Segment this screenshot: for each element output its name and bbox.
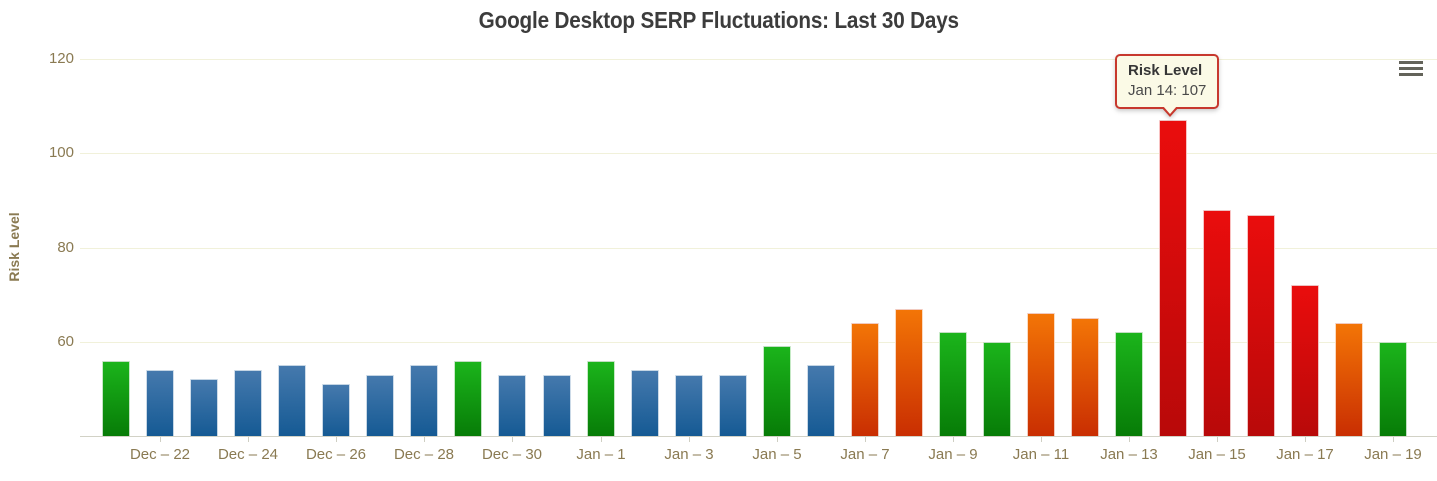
tooltip-value: Jan 14: 107 bbox=[1128, 82, 1207, 99]
x-tick-jan-13 bbox=[1129, 437, 1130, 442]
x-tick-jan-11 bbox=[1041, 437, 1042, 442]
y-axis-title: Risk Level bbox=[6, 212, 22, 282]
gridline-80 bbox=[80, 247, 1437, 249]
bar-dec-22[interactable] bbox=[146, 370, 174, 436]
x-tick-label-dec-24: Dec – 24 bbox=[217, 446, 279, 463]
x-tick-jan-17 bbox=[1305, 437, 1306, 442]
tooltip: Risk Level Jan 14: 107 bbox=[1115, 54, 1220, 117]
hamburger-menu-icon[interactable] bbox=[1399, 61, 1423, 78]
bar-jan-4[interactable] bbox=[719, 374, 747, 436]
x-tick-label-jan-7: Jan – 7 bbox=[840, 446, 890, 463]
x-tick-dec-22 bbox=[160, 437, 161, 442]
y-tick-label-60: 60 bbox=[57, 332, 74, 350]
x-tick-jan-1 bbox=[601, 437, 602, 442]
bar-jan-13[interactable] bbox=[1115, 332, 1143, 436]
bar-dec-26[interactable] bbox=[322, 384, 350, 436]
bar-jan-9[interactable] bbox=[939, 332, 967, 436]
gridline-100 bbox=[80, 153, 1437, 155]
x-tick-jan-7 bbox=[865, 437, 866, 442]
y-tick-label-120: 120 bbox=[48, 50, 74, 67]
x-tick-label-jan-9: Jan – 9 bbox=[928, 446, 978, 463]
x-tick-label-jan-19: Jan – 19 bbox=[1364, 446, 1422, 463]
x-tick-dec-28 bbox=[424, 437, 425, 442]
bar-jan-16[interactable] bbox=[1247, 214, 1275, 436]
x-tick-label-jan-11: Jan – 11 bbox=[1012, 446, 1070, 463]
x-tick-label-dec-26: Dec – 26 bbox=[305, 446, 367, 463]
bar-dec-24[interactable] bbox=[234, 370, 262, 436]
bar-dec-30[interactable] bbox=[498, 374, 526, 436]
x-tick-label-jan-15: Jan – 15 bbox=[1188, 446, 1246, 463]
y-tick-label-80: 80 bbox=[57, 238, 74, 256]
x-tick-label-jan-3: Jan – 3 bbox=[664, 446, 714, 463]
x-tick-label-jan-1: Jan – 1 bbox=[576, 446, 626, 463]
bar-dec-31[interactable] bbox=[543, 374, 571, 436]
bar-jan-19[interactable] bbox=[1379, 341, 1407, 436]
x-tick-jan-15 bbox=[1217, 437, 1218, 442]
gridline-60 bbox=[80, 341, 1437, 343]
bar-jan-11[interactable] bbox=[1027, 313, 1055, 436]
bar-dec-29[interactable] bbox=[454, 360, 482, 436]
x-tick-dec-26 bbox=[336, 437, 337, 442]
bar-jan-5[interactable] bbox=[763, 346, 791, 436]
x-tick-label-jan-5: Jan – 5 bbox=[752, 446, 802, 463]
x-tick-label-dec-28: Dec – 28 bbox=[393, 446, 455, 463]
y-tick-label-100: 100 bbox=[48, 144, 74, 162]
gridline-120 bbox=[80, 59, 1437, 60]
bar-jan-2[interactable] bbox=[631, 370, 659, 436]
x-tick-dec-30 bbox=[512, 437, 513, 442]
bar-dec-23[interactable] bbox=[190, 379, 218, 436]
bar-dec-27[interactable] bbox=[366, 374, 394, 436]
bar-jan-15[interactable] bbox=[1203, 209, 1231, 436]
x-tick-label-dec-30: Dec – 30 bbox=[481, 446, 543, 463]
x-tick-jan-9 bbox=[953, 437, 954, 442]
bar-jan-8[interactable] bbox=[895, 308, 923, 436]
chart-title: Google Desktop SERP Fluctuations: Last 3… bbox=[0, 7, 1437, 34]
x-tick-jan-19 bbox=[1393, 437, 1394, 442]
bar-jan-7[interactable] bbox=[851, 322, 879, 436]
x-tick-jan-3 bbox=[689, 437, 690, 442]
bar-jan-18[interactable] bbox=[1335, 322, 1363, 436]
x-tick-jan-5 bbox=[777, 437, 778, 442]
x-axis-line bbox=[80, 436, 1437, 437]
bar-jan-17[interactable] bbox=[1291, 285, 1319, 436]
bar-jan-10[interactable] bbox=[983, 341, 1011, 436]
bar-jan-14[interactable] bbox=[1159, 120, 1187, 436]
bar-dec-21[interactable] bbox=[102, 360, 130, 436]
bar-dec-28[interactable] bbox=[410, 365, 438, 436]
bar-dec-25[interactable] bbox=[278, 365, 306, 436]
tooltip-title: Risk Level bbox=[1128, 62, 1203, 79]
bar-jan-1[interactable] bbox=[587, 360, 615, 436]
x-tick-label-jan-13: Jan – 13 bbox=[1100, 446, 1158, 463]
bar-jan-6[interactable] bbox=[807, 365, 835, 436]
x-tick-label-jan-17: Jan – 17 bbox=[1276, 446, 1334, 463]
bar-jan-3[interactable] bbox=[675, 374, 703, 436]
bar-jan-12[interactable] bbox=[1071, 318, 1099, 436]
x-tick-dec-24 bbox=[248, 437, 249, 442]
x-tick-label-dec-22: Dec – 22 bbox=[129, 446, 191, 463]
chart-title-text: Google Desktop SERP Fluctuations: Last 3… bbox=[478, 7, 959, 33]
